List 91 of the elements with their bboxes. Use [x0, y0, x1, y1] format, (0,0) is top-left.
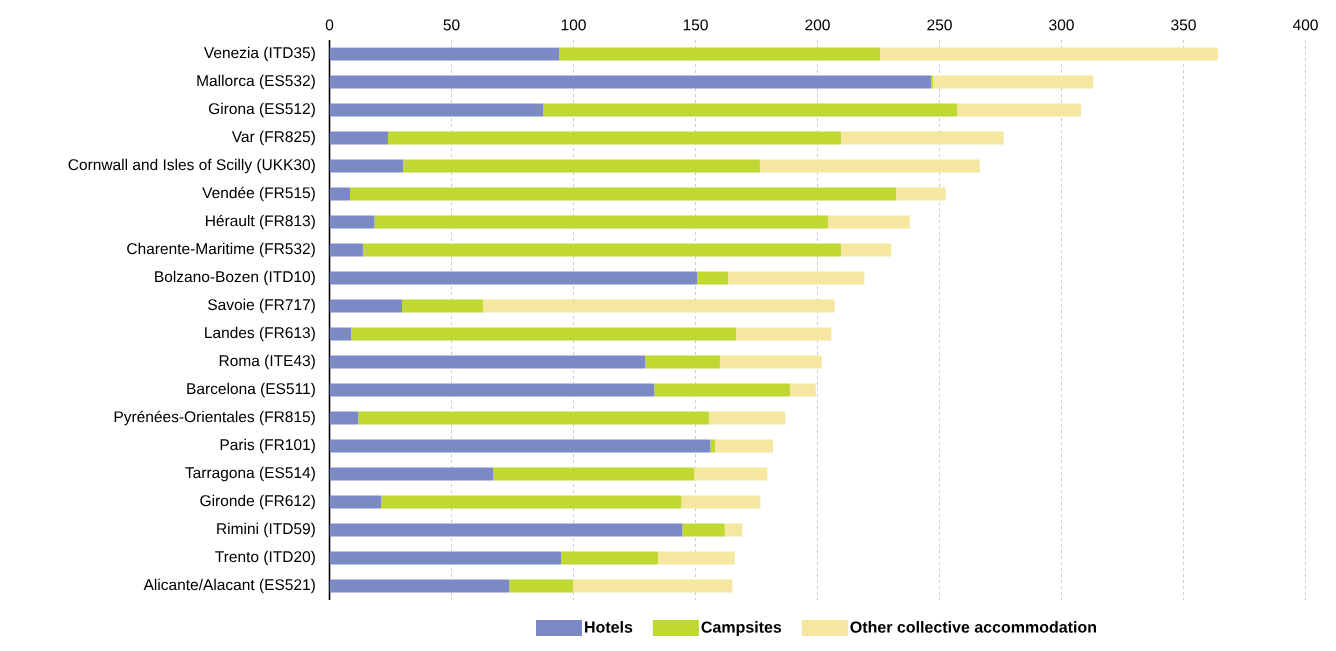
bar — [727, 271, 865, 285]
bar — [329, 131, 389, 145]
bar — [681, 495, 761, 509]
bar — [932, 75, 1094, 89]
bar — [710, 439, 716, 453]
x-tick-label: 0 — [325, 19, 334, 31]
bar — [682, 523, 725, 537]
bar — [374, 215, 828, 229]
y-tick-label: Mallorca (ES532) — [197, 74, 315, 90]
y-tick-label: Charente-Maritime (FR532) — [127, 242, 315, 258]
bar — [329, 551, 562, 565]
bar — [350, 327, 737, 341]
bar — [329, 271, 697, 285]
x-tick-label: 400 — [1292, 19, 1318, 31]
y-tick-label: Gironde (FR612) — [200, 494, 315, 510]
bar — [329, 159, 403, 173]
y-tick-label: Trento (ITD20) — [215, 550, 315, 566]
bar — [329, 187, 350, 201]
x-tick-label: 250 — [927, 19, 952, 31]
bar — [789, 383, 816, 397]
y-tick-label: Rimini (ITD59) — [217, 522, 315, 538]
bar — [388, 131, 841, 145]
y-tick-label: Landes (FR613) — [205, 326, 315, 342]
y-tick-label: Hérault (FR813) — [206, 214, 315, 230]
y-tick-label: Roma (ITE43) — [219, 354, 315, 370]
y-tick-label: Venezia (ITD35) — [203, 46, 315, 62]
bar — [329, 75, 931, 89]
bar — [362, 243, 841, 257]
y-tick-label: Savoie (FR717) — [208, 298, 315, 314]
bar — [957, 103, 1082, 117]
bar — [380, 495, 682, 509]
bar — [759, 159, 980, 173]
y-tick-label: Vendée (FR515) — [202, 186, 315, 202]
x-tick-label: 50 — [443, 19, 460, 31]
x-tick-label: 300 — [1049, 19, 1074, 31]
y-tick-label: Alicante/Alacant (ES521) — [143, 578, 315, 594]
bar — [329, 299, 402, 313]
bar — [492, 467, 695, 481]
bar — [827, 215, 910, 229]
bar — [482, 299, 835, 313]
bar — [329, 355, 645, 369]
bar — [840, 243, 892, 257]
bar — [350, 187, 897, 201]
y-tick-label: Var (FR825) — [231, 130, 315, 146]
y-tick-label: Paris (FR101) — [220, 438, 315, 454]
bar — [696, 271, 728, 285]
bar — [329, 327, 351, 341]
y-tick-label: Girona (ES512) — [208, 102, 315, 118]
bar — [561, 551, 658, 565]
legend-label: Campsites — [701, 621, 782, 636]
bar — [329, 523, 683, 537]
bar — [654, 383, 790, 397]
legend-label: Hotels — [585, 621, 633, 633]
bar — [724, 523, 743, 537]
bar — [402, 159, 760, 173]
bar — [329, 103, 543, 117]
x-tick-label: 150 — [683, 19, 708, 31]
bar — [358, 411, 709, 425]
bar — [329, 215, 375, 229]
bar — [896, 187, 946, 201]
bar — [657, 551, 735, 565]
bar — [329, 243, 363, 257]
y-tick-label: Bolzano-Bozen (ITD10) — [155, 270, 315, 286]
bar — [509, 579, 574, 593]
bar — [401, 299, 483, 313]
bar — [719, 355, 822, 369]
bar — [329, 495, 381, 509]
bar — [329, 467, 493, 481]
bar — [329, 411, 359, 425]
bar — [694, 467, 768, 481]
bar — [645, 355, 720, 369]
y-tick-label: Cornwall and Isles of Scilly (UKK30) — [68, 158, 315, 174]
y-tick-label: Barcelona (ES511) — [187, 382, 315, 398]
x-tick-label: 100 — [561, 19, 586, 31]
x-tick-label: 350 — [1171, 19, 1196, 31]
bar — [708, 411, 786, 425]
x-tick-label: 200 — [805, 19, 830, 31]
bar — [329, 383, 655, 397]
bar — [543, 103, 958, 117]
bar — [329, 439, 711, 453]
bar — [329, 47, 560, 61]
bar — [715, 439, 774, 453]
bar — [573, 579, 733, 593]
bar — [559, 47, 880, 61]
bar — [736, 327, 832, 341]
bar — [879, 47, 1218, 61]
y-tick-label: Pyrénées-Orientales (FR815) — [114, 410, 315, 426]
y-tick-label: Tarragona (ES514) — [185, 466, 315, 482]
bar — [840, 131, 1004, 145]
legend-label: Other collective accommodation — [850, 621, 1096, 633]
bar — [329, 579, 510, 593]
